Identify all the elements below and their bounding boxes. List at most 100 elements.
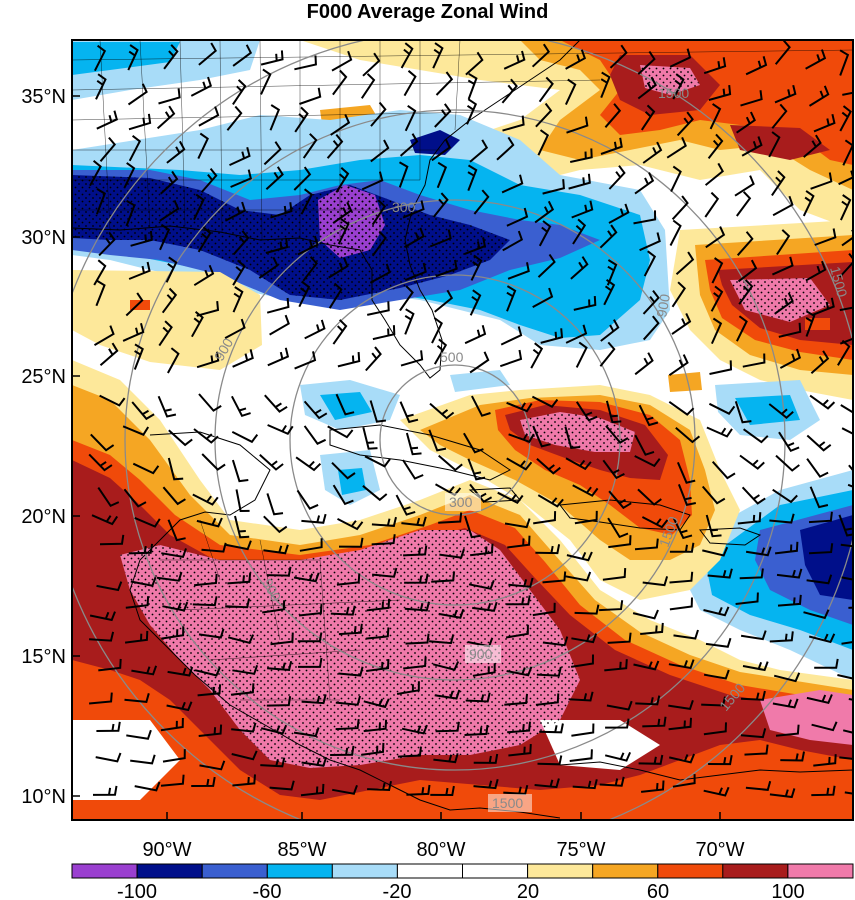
wind-barb [769, 631, 794, 643]
wind-barb [466, 98, 478, 125]
wind-barb [532, 425, 551, 448]
wind-barb [671, 195, 689, 220]
wind-barb [156, 105, 176, 130]
wind-barb [231, 459, 249, 483]
wind-barb [735, 191, 752, 217]
wind-barb [163, 44, 179, 70]
wind-barb [671, 281, 686, 308]
wind-barb [403, 545, 428, 557]
wind-barb [302, 256, 319, 282]
wind-barb [200, 167, 218, 193]
wind-barb [130, 754, 156, 765]
wind-barb [337, 518, 364, 531]
wind-barb [231, 395, 251, 418]
wind-barb [265, 238, 289, 254]
wind-barb [469, 483, 493, 503]
wind-barb [704, 162, 724, 186]
antilles-light-left [72, 270, 262, 370]
wind-barb [809, 486, 829, 509]
wind-barb [399, 401, 419, 424]
wind-barb [124, 693, 150, 703]
wind-barb [98, 658, 122, 672]
wind-barb [533, 511, 557, 525]
wind-barb [666, 137, 687, 159]
wind-barb [841, 641, 853, 645]
wind-barb [802, 190, 815, 217]
wind-barb [473, 779, 499, 790]
wind-barb [772, 195, 794, 217]
wind-barb [198, 106, 220, 127]
wind-barb [338, 537, 364, 548]
wind-barb [531, 43, 550, 68]
wind-barb [296, 489, 319, 510]
wind-barb [465, 51, 484, 76]
wind-barb [159, 223, 171, 251]
wind-barb [201, 542, 227, 553]
wind-barb [742, 661, 769, 672]
wind-barb [842, 91, 853, 96]
wind-barb [779, 348, 802, 369]
wind-barb [266, 566, 292, 577]
wind-barb [842, 729, 853, 734]
wind-barb [298, 657, 323, 668]
wind-barb [402, 200, 425, 219]
wind-barb [530, 342, 544, 369]
wind-barb [840, 543, 853, 548]
wind-barb [301, 756, 328, 767]
wind-barb [404, 573, 429, 584]
wind-barb [669, 219, 682, 246]
wind-barb [224, 201, 247, 222]
ring-label: 1500 [658, 85, 689, 101]
ring-label: 900 [653, 293, 673, 319]
wind-barb [330, 605, 356, 616]
wind-barb [225, 540, 252, 551]
wind-barb [701, 485, 726, 505]
wind-barb [232, 259, 246, 286]
wind-barb [403, 70, 417, 97]
wind-barb [774, 84, 797, 104]
lat-label: 10°N [21, 786, 66, 808]
wind-barb [772, 698, 799, 709]
wind-barb [634, 352, 654, 376]
wind-barb [839, 756, 853, 760]
wind-barb [575, 401, 598, 422]
wind-barb [360, 73, 376, 99]
wind-barb [438, 512, 463, 524]
wind-barb [399, 285, 414, 312]
wind-barb [122, 323, 145, 342]
wind-barb [531, 395, 559, 408]
wind-barb [332, 484, 354, 506]
wind-barb [232, 349, 254, 368]
wind-barb [672, 73, 685, 100]
wind-barb [428, 429, 447, 452]
wind-barb [838, 514, 853, 537]
east-light-nw [72, 42, 180, 75]
wind-barb [125, 596, 150, 609]
wind-barb [703, 786, 730, 797]
wind-barb [472, 663, 496, 677]
wind-barb [372, 567, 398, 578]
wind-barb [235, 489, 250, 513]
wind-barb [805, 49, 827, 70]
wind-barb [603, 278, 616, 306]
wind-barb [745, 56, 768, 76]
wind-barb [532, 602, 556, 617]
wind-barb [740, 90, 763, 107]
wind-barb [806, 458, 829, 478]
wind-barb [669, 48, 692, 68]
wind-barb [193, 264, 215, 287]
wind-barb [675, 251, 695, 276]
wind-barb [703, 722, 727, 736]
wind-barb [435, 721, 460, 733]
wind-barb [232, 230, 250, 256]
wind-barb [160, 774, 185, 787]
wind-barb [837, 674, 853, 680]
wind-barb [471, 395, 491, 417]
wind-barb [337, 218, 350, 245]
wind-barb [709, 360, 733, 375]
wind-barb [773, 672, 801, 683]
wind-barb [156, 571, 183, 582]
wind-barb [265, 166, 284, 190]
wind-barb [464, 515, 481, 539]
wind-barb [193, 573, 218, 587]
